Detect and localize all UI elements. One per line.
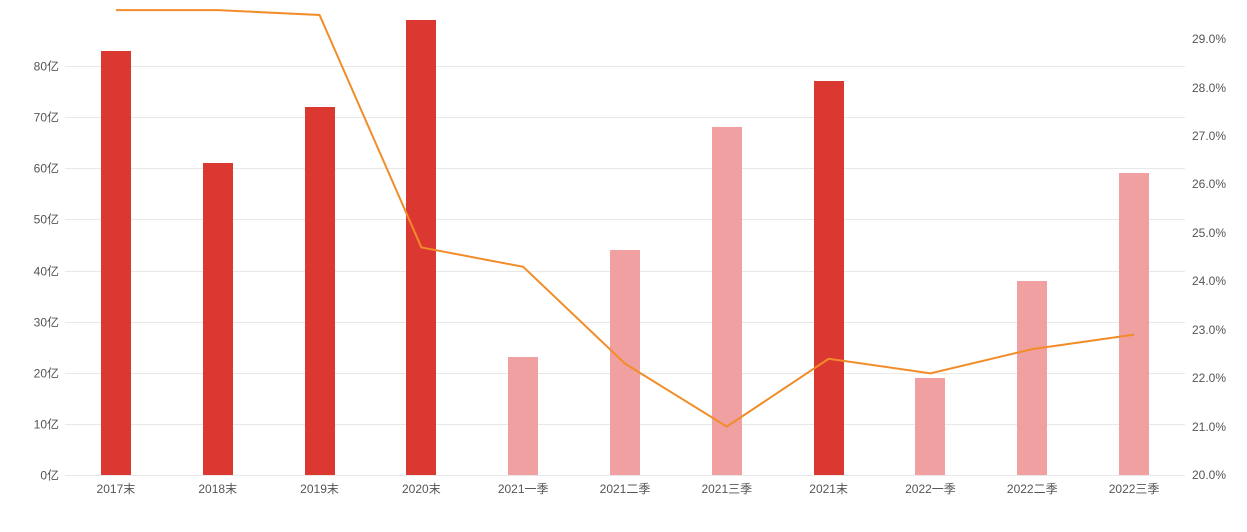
y-left-tick-label: 40亿 (34, 262, 59, 279)
y-right-tick-label: 28.0% (1192, 81, 1226, 95)
y-right-tick-label: 27.0% (1192, 129, 1226, 143)
y-right-tick-label: 20.0% (1192, 468, 1226, 482)
y-left-tick-label: 50亿 (34, 211, 59, 228)
y-left-tick-label: 10亿 (34, 415, 59, 432)
y-left-tick-label: 60亿 (34, 160, 59, 177)
gridline (65, 475, 1185, 476)
x-tick-label: 2022二季 (1007, 480, 1058, 497)
x-tick-label: 2020末 (402, 480, 441, 497)
x-tick-label: 2017末 (97, 480, 136, 497)
y-right-tick-label: 26.0% (1192, 177, 1226, 191)
plot-area (65, 15, 1185, 475)
chart-container: 0亿 10亿 20亿 30亿 40亿 50亿 60亿 70亿 80亿 20.0% 21.0% 22.… (0, 0, 1247, 532)
x-tick-label: 2019末 (300, 480, 339, 497)
y-left-tick-label: 30亿 (34, 313, 59, 330)
x-tick-label: 2022一季 (905, 480, 956, 497)
y-left-tick-label: 20亿 (34, 364, 59, 381)
y-right-tick-label: 24.0% (1192, 274, 1226, 288)
y-right-tick-label: 23.0% (1192, 323, 1226, 337)
y-right-tick-label: 22.0% (1192, 371, 1226, 385)
x-tick-label: 2021三季 (701, 480, 752, 497)
x-tick-label: 2022三季 (1109, 480, 1160, 497)
line-series (65, 15, 1185, 475)
y-left-tick-label: 80亿 (34, 58, 59, 75)
y-left-tick-label: 70亿 (34, 109, 59, 126)
y-left-tick-label: 0亿 (40, 467, 59, 484)
y-right-tick-label: 21.0% (1192, 420, 1226, 434)
line-path (116, 10, 1134, 426)
x-tick-label: 2018末 (198, 480, 237, 497)
y-right-tick-label: 25.0% (1192, 226, 1226, 240)
x-tick-label: 2021末 (809, 480, 848, 497)
x-tick-label: 2021二季 (600, 480, 651, 497)
y-right-tick-label: 29.0% (1192, 32, 1226, 46)
x-tick-label: 2021一季 (498, 480, 549, 497)
